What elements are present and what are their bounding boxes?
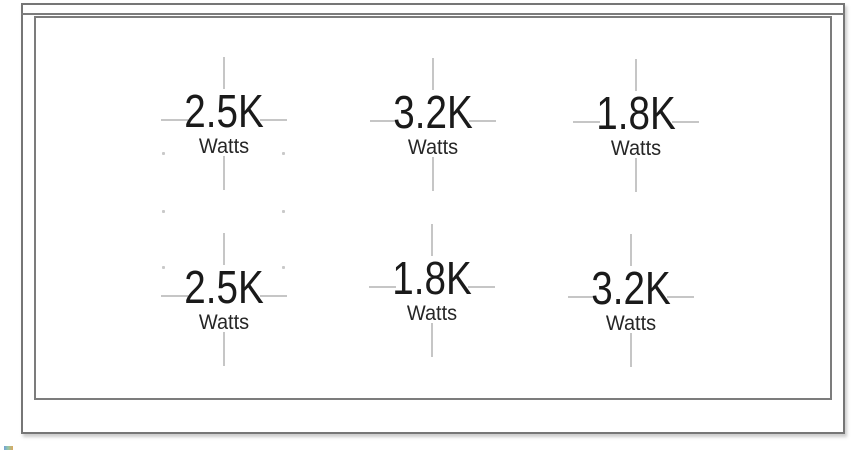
crosshair-bottom-segment [635,158,637,192]
crosshair-right-segment [260,119,287,121]
crosshair-left-segment [161,119,188,121]
burner-power-unit: Watts [406,302,458,325]
crosshair-left-segment [568,296,595,298]
crosshair-top-segment [432,58,434,90]
burner-bottom-right: 3.2K Watts [551,217,711,377]
corner-dot [162,266,165,269]
burner-power-value: 1.8K [392,252,472,304]
crosshair-right-segment [469,120,496,122]
cooktop-back-edge-line [21,13,845,15]
corner-dot [282,152,285,155]
crosshair-left-segment [161,295,188,297]
burner-power-value: 3.2K [393,86,473,138]
burner-power-value: 1.8K [596,87,676,139]
crosshair-bottom-segment [630,333,632,367]
burner-top-right: 1.8K Watts [556,42,716,202]
crosshair-top-segment [635,59,637,91]
burner-power-unit: Watts [610,137,662,160]
crosshair-left-segment [370,120,397,122]
burner-top-left: 2.5K Watts [144,40,304,200]
burner-power-value: 2.5K [184,261,264,313]
burner-power-unit: Watts [198,135,250,158]
corner-dot [162,210,165,213]
crosshair-left-segment [573,121,600,123]
crosshair-top-segment [223,57,225,89]
corner-dot [162,152,165,155]
crosshair-right-segment [468,286,495,288]
crosshair-top-segment [223,233,225,265]
burner-power-unit: Watts [605,312,657,335]
corner-dot [282,266,285,269]
crosshair-right-segment [667,296,694,298]
burner-bottom-left: 2.5K Watts [144,216,304,376]
crosshair-bottom-segment [223,332,225,366]
crosshair-right-segment [260,295,287,297]
burner-power-unit: Watts [407,136,459,159]
crosshair-left-segment [369,286,396,288]
burner-power-value: 2.5K [184,85,264,137]
crosshair-right-segment [672,121,699,123]
crosshair-bottom-segment [431,323,433,357]
artifact-mark [4,446,13,450]
crosshair-bottom-segment [223,156,225,190]
burner-bottom-center: 1.8K Watts [352,207,512,367]
burner-power-unit: Watts [198,311,250,334]
corner-dot [282,210,285,213]
burner-power-value: 3.2K [591,262,671,314]
burner-top-center: 3.2K Watts [353,41,513,201]
crosshair-top-segment [431,224,433,256]
crosshair-bottom-segment [432,157,434,191]
crosshair-top-segment [630,234,632,266]
